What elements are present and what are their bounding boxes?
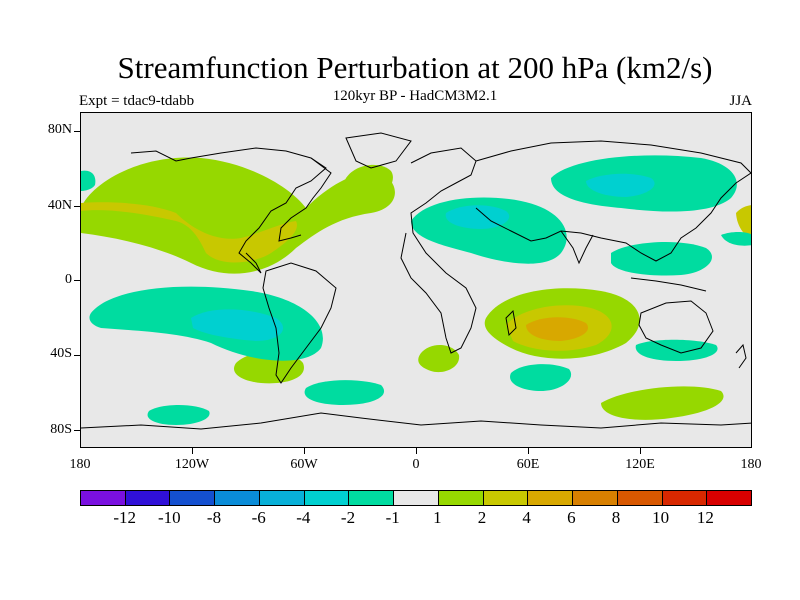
colorbar-label: 2 [477,508,487,527]
colorbar-swatch-1 [125,491,171,505]
coast-indonesia [630,277,707,292]
colorbar-label: 6 [567,508,576,527]
colorbar-label: -6 [251,508,266,527]
colorbar-label: -4 [296,508,311,527]
contour-neg-so-mid [304,380,385,405]
subtitle-label: 120kyr BP - HadCM3M2.1 [332,88,498,104]
contour-pos-npac-inner [81,202,297,263]
lat-tick [74,131,80,132]
colorbar-swatch-13 [662,491,708,505]
lon-label-180e: 180 [740,457,762,472]
lon-label-0: 0 [412,457,420,472]
lat-label-80n: 80N [47,122,72,137]
coast-antarctica [81,412,751,430]
contour-neg-pac-nw [81,170,96,191]
colorbar-label: 8 [611,508,621,527]
contour-pos-sio-high [526,317,589,341]
colorbar-swatch-11 [573,491,618,505]
coast-na-east [278,157,332,242]
colorbar-swatch-2 [170,491,216,505]
colorbar-swatch-3 [215,491,260,505]
coast-greenland [345,132,412,169]
lon-tick [528,448,529,454]
contour-pos-natl [343,164,393,203]
contour-neg-wpac [611,241,712,276]
contour-neg-mideast-inner [445,205,510,229]
coast-newzealand [735,343,747,369]
contour-map [81,132,751,430]
lon-label-60w: 60W [290,457,318,472]
colorbar-label: -2 [340,508,356,527]
contour-neg-spac-south [147,405,210,425]
contour-neg-nasia-inner [586,173,655,197]
coast-madagascar [505,309,517,337]
colorbar-swatch-10 [528,491,574,505]
colorbar-swatch-9 [483,491,529,505]
contour-pos-npac [81,157,395,274]
colorbar-label: -12 [113,508,136,527]
lat-label-40n: 40N [47,198,72,213]
colorbar-label: -1 [385,508,400,527]
lat-tick [74,206,80,207]
coast-north-america [130,147,327,274]
colorbar-label: 4 [522,508,531,527]
coast-asia [475,140,751,262]
contour-pos-sao [418,344,460,373]
colorbar-label: 1 [433,508,442,527]
lat-label-0: 0 [65,272,72,287]
season-label: JJA [729,93,752,109]
lon-tick [192,448,193,454]
colorbar-swatch-8 [438,491,484,505]
chart-title: Streamfunction Perturbation at 200 hPa (… [117,50,713,85]
contour-neg-north-edge [721,232,751,246]
experiment-label: Expt = tdac9-tdabb [79,93,195,109]
colorbar-swatch-4 [259,491,305,505]
lat-tick [74,430,80,431]
lon-label-120w: 120W [174,457,210,472]
contour-pos-east-edge [736,205,751,238]
lon-label-120e: 120E [625,457,655,472]
colorbar-label: 12 [696,508,714,527]
lat-tick [74,280,80,281]
coast-south-america [262,262,337,384]
lon-label-180w: 180 [69,457,91,472]
lon-label-60e: 60E [516,457,540,472]
contour-neg-spac-inner [191,309,284,341]
contour-neg-satl [510,364,572,391]
coastlines [81,132,751,430]
colorbar-swatch-0 [81,491,126,505]
colorbar-label: 10 [652,508,670,527]
colorbar-swatch-7 [394,491,439,505]
colorbar-swatch-6 [349,491,395,505]
contour-neg-aus [635,339,718,361]
contour-pos-so-east [601,386,724,420]
colorbar-label: -8 [206,508,222,527]
colorbar-swatch-5 [304,491,350,505]
lon-tick [416,448,417,454]
colorbar [80,490,752,506]
lat-label-40s: 40S [50,346,72,361]
coast-australia [638,300,714,354]
coast-india [560,230,594,265]
lon-tick [640,448,641,454]
colorbar-swatch-14 [707,491,752,505]
map-panel [80,112,752,448]
colorbar-swatch-12 [617,491,663,505]
coast-europe-africa [400,147,477,354]
lat-label-80s: 80S [50,422,72,437]
lat-tick [74,355,80,356]
colorbar-label: -10 [157,508,181,527]
lon-tick [304,448,305,454]
